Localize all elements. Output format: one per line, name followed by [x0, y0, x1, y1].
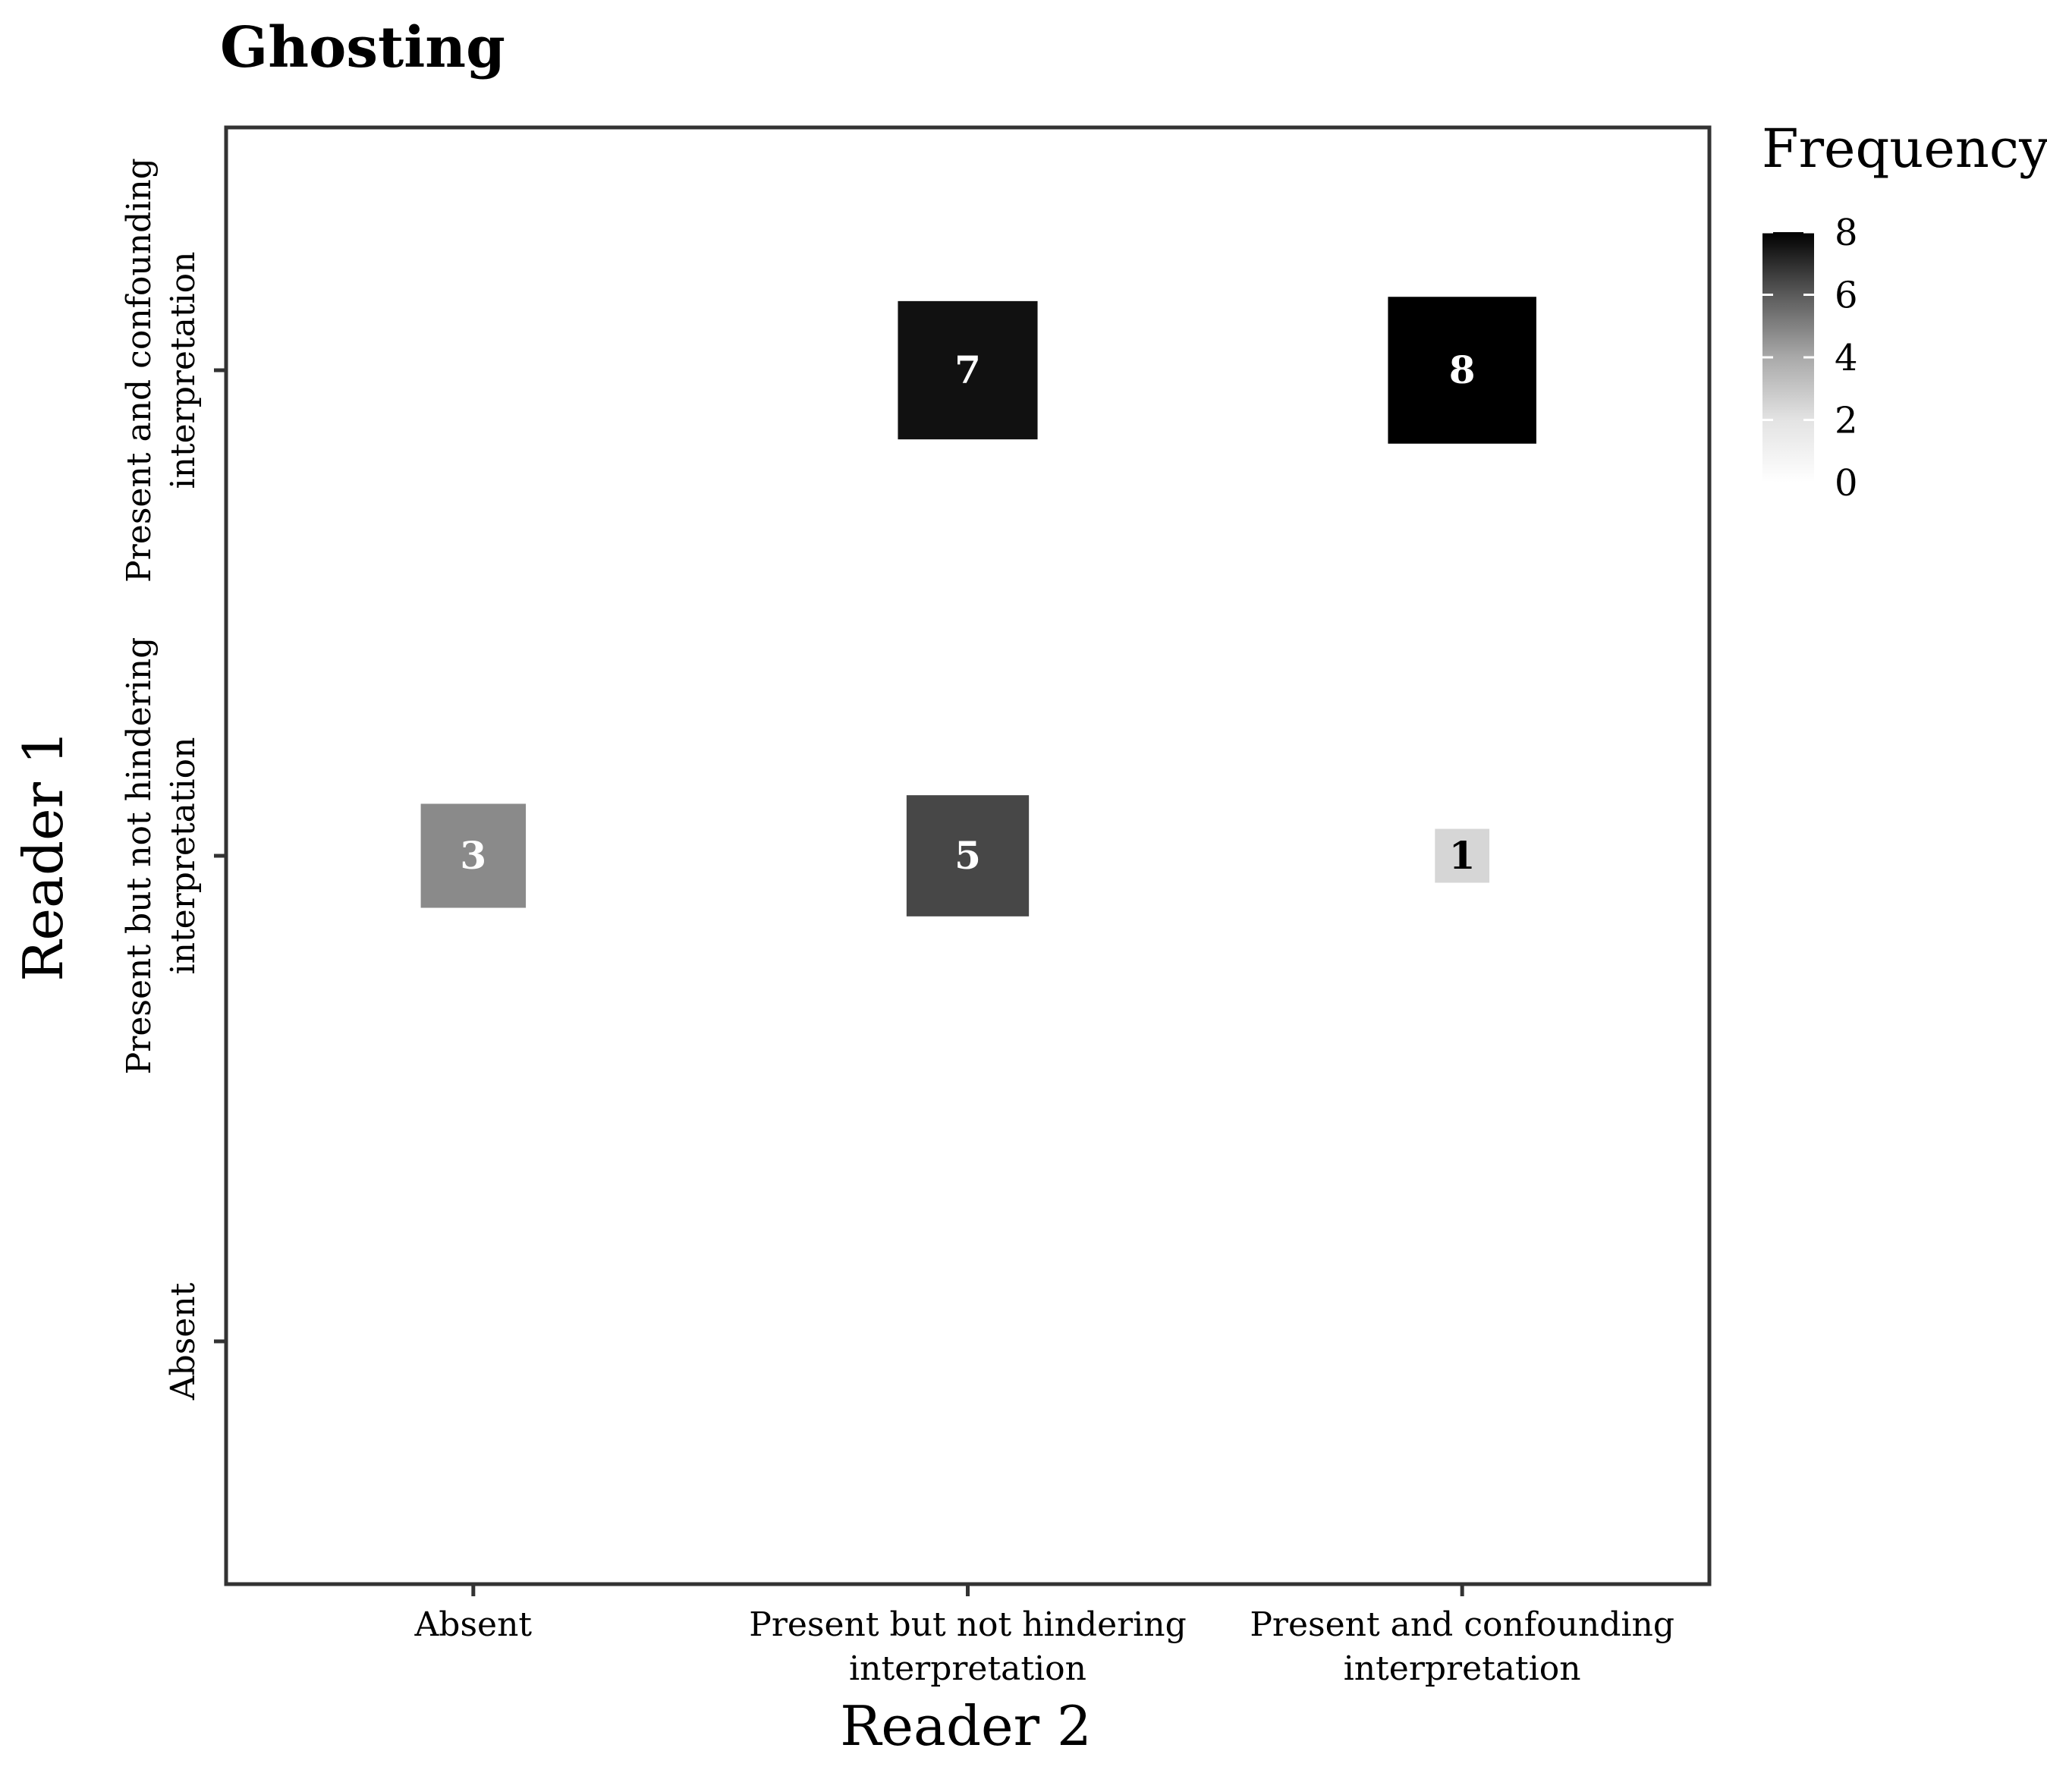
legend-tick-label: 0	[1835, 462, 1858, 505]
cell-value-label: 1	[1449, 833, 1476, 878]
y-tick-label: interpretation	[164, 737, 203, 975]
x-tick-label: interpretation	[1344, 1649, 1581, 1688]
cell-value-label: 7	[954, 347, 981, 392]
heatmap-cell	[898, 300, 1038, 440]
legend-tick-label: 6	[1835, 275, 1858, 317]
heatmap-cell	[1388, 297, 1536, 444]
legend-title: Frequency	[1762, 118, 2047, 180]
x-tick-label: Absent	[414, 1605, 533, 1644]
cell-value-label: 3	[460, 833, 486, 878]
x-tick-label: interpretation	[849, 1649, 1086, 1688]
x-axis-title: Reader 2	[840, 1694, 1092, 1758]
legend-tick-label: 8	[1835, 212, 1858, 254]
heatmap-cells: 3 5 1 7 8	[420, 297, 1536, 916]
x-tick-label: Present but not hindering	[749, 1605, 1187, 1644]
y-tick-label: Present but not hindering	[120, 637, 159, 1075]
legend-tick-label: 4	[1835, 337, 1858, 379]
heatmap-cell	[906, 795, 1030, 916]
legend-ticks: 0 2 4 6 8	[1762, 212, 1858, 505]
y-tick-label: Present and confounding	[120, 158, 159, 583]
y-tick-label: Absent	[164, 1282, 203, 1401]
y-tick-label: interpretation	[164, 252, 203, 489]
x-axis: Absent Present but not hindering interpret…	[414, 1584, 1674, 1688]
x-tick-label: Present and confounding	[1250, 1605, 1674, 1644]
legend-tick-label: 2	[1835, 400, 1858, 442]
legend: Frequency 0 2 4 6 8	[1762, 118, 2047, 505]
chart-title: Ghosting	[220, 15, 505, 80]
heatmap-cell	[1435, 828, 1490, 883]
y-axis-title: Reader 1	[11, 730, 75, 982]
cell-value-label: 5	[954, 833, 981, 878]
cell-value-label: 8	[1449, 347, 1476, 392]
heatmap-cell	[420, 803, 527, 908]
